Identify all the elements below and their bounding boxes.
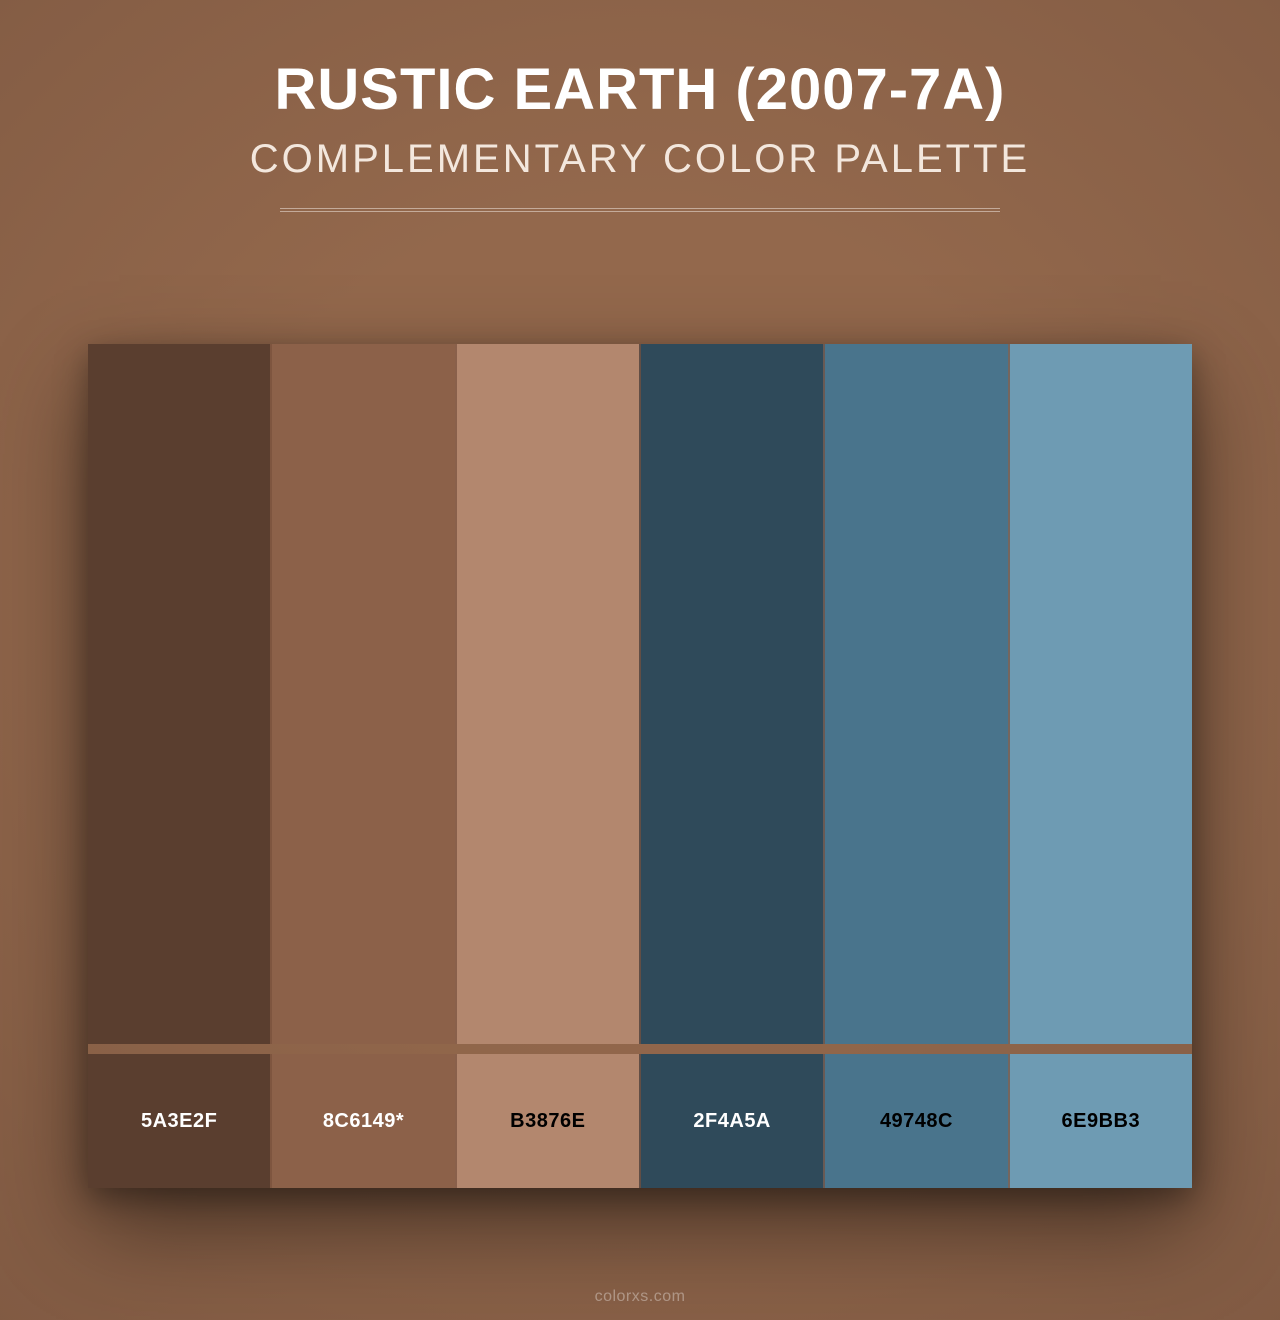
label-row: 5A3E2F 8C6149* B3876E 2F4A5A 49748C 6E9B… [88, 1054, 1192, 1188]
attribution: colorxs.com [595, 1288, 686, 1306]
swatch-row [88, 344, 1192, 1044]
page-subtitle: COMPLEMENTARY COLOR PALETTE [250, 137, 1030, 182]
swatch-4 [823, 344, 1007, 1044]
swatch-label-2: B3876E [455, 1054, 639, 1188]
swatch-3 [639, 344, 823, 1044]
swatch-label-3: 2F4A5A [639, 1054, 823, 1188]
page-title: RUSTIC EARTH (2007-7A) [275, 56, 1006, 123]
swatch-1 [270, 344, 454, 1044]
header-divider [280, 208, 1000, 212]
swatch-5 [1008, 344, 1192, 1044]
palette: 5A3E2F 8C6149* B3876E 2F4A5A 49748C 6E9B… [88, 344, 1192, 1188]
swatch-label-4: 49748C [823, 1054, 1007, 1188]
swatch-2 [455, 344, 639, 1044]
content: RUSTIC EARTH (2007-7A) COMPLEMENTARY COL… [0, 0, 1280, 1320]
swatch-0 [88, 344, 270, 1044]
swatch-label-0: 5A3E2F [88, 1054, 270, 1188]
swatch-label-1: 8C6149* [270, 1054, 454, 1188]
swatch-label-5: 6E9BB3 [1008, 1054, 1192, 1188]
